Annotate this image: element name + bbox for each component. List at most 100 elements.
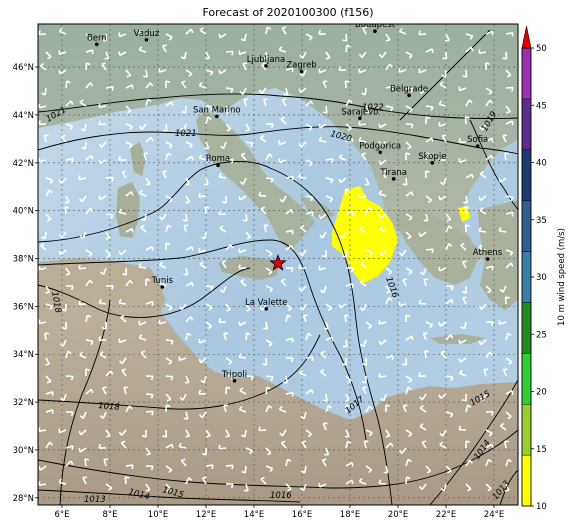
wind-barb [140,226,147,233]
wind-barb-flag [170,376,174,381]
wind-barb-flag [191,246,194,251]
wind-barb-flag [58,27,63,32]
wind-barb [444,69,447,78]
wind-barb [481,123,487,131]
wind-barb [145,69,148,78]
wind-barb [345,123,352,130]
wind-barb-flag [238,353,242,358]
wind-barb [79,354,87,359]
wind-barb-flag [45,363,50,366]
wind-barb [285,229,293,233]
wind-barb-flag [259,306,264,311]
wind-barb [45,391,53,395]
wind-barb-flag [509,251,514,256]
wind-barb [221,261,227,269]
wind-barb [84,458,87,467]
wind-barb [380,339,387,346]
city-dot [264,306,269,311]
wind-barb [45,441,51,449]
wind-barb [265,375,274,378]
wind-barb-flag [385,404,390,407]
wind-barb-flag [511,32,514,37]
wind-barb-flag [38,466,42,471]
wind-barb-flag [300,470,306,474]
wind-barb [65,123,73,128]
wind-barb [62,339,67,347]
wind-barb [485,351,491,359]
wind-barb [265,447,272,454]
wind-barb-flag [168,198,173,203]
city-dot [160,285,165,289]
wind-barb [345,429,350,437]
wind-barb-flag [299,487,304,492]
wind-barb-flag [120,440,126,444]
wind-barb-flag [198,192,201,197]
wind-barb [165,339,174,342]
wind-barb [65,195,70,203]
wind-barb [401,447,407,455]
city-dot [407,93,411,98]
wind-barb-flag [368,405,373,410]
wind-barb [505,390,513,395]
wind-barb [145,410,154,413]
wind-barb-flag [181,110,186,114]
wind-barb [261,63,267,71]
wind-barb [105,429,111,437]
wind-barb-flag [249,450,253,455]
wind-barb-flag [44,332,49,335]
wind-barb-flag [330,179,334,184]
wind-barb-flag [67,350,72,355]
wind-barb [345,441,349,449]
wind-barb-flag [241,470,246,474]
wind-barb-flag [219,225,224,230]
wind-barb-flag [150,465,154,471]
wind-barb-flag [146,452,151,456]
wind-barb [79,101,87,107]
wind-barb-flag [98,298,102,303]
wind-barb [45,375,52,382]
wind-barb-flag [450,286,454,291]
wind-barb-flag [131,228,134,233]
wind-barb-flag [368,432,373,437]
wind-barb [385,285,391,292]
wind-barb-flag [298,142,302,148]
wind-barb-flag [450,334,454,339]
wind-barb-flag [222,260,227,263]
wind-barb-flag [438,195,441,201]
wind-barb [199,29,207,35]
wind-barb-flag [408,379,413,383]
wind-barb [281,195,287,203]
wind-barb-flag [188,73,193,77]
wind-barb-flag [388,297,393,301]
wind-barb [460,244,467,251]
wind-barb-flag [122,273,127,276]
wind-barb-flag [58,233,63,239]
wind-barb [385,355,393,359]
wind-barb [405,177,408,186]
wind-barb [259,137,267,143]
wind-barb-flag [318,136,323,141]
wind-barb [123,387,127,395]
wind-barb-flag [499,422,505,427]
wind-barb [139,337,147,341]
wind-barb-flag [207,116,212,121]
wind-barb-flag [38,120,41,125]
wind-barb-flag [430,106,434,111]
wind-barb [281,99,287,107]
wind-barb-flag [143,75,148,78]
wind-barb-flag [99,271,104,276]
wind-barb-flag [267,452,272,456]
wind-barb-flag [246,236,252,240]
wind-barb [45,285,51,293]
wind-barb-flag [48,189,53,194]
wind-barb-flag [342,255,347,258]
wind-barb-flag [240,434,246,438]
wind-barb [305,159,313,164]
wind-barb-flag [162,170,167,173]
wind-barb [464,206,467,215]
wind-barb [361,51,367,59]
wind-barb-flag [230,375,234,380]
wind-barb [424,350,427,359]
wind-barb [341,231,347,239]
wind-barb-flag [471,173,474,179]
